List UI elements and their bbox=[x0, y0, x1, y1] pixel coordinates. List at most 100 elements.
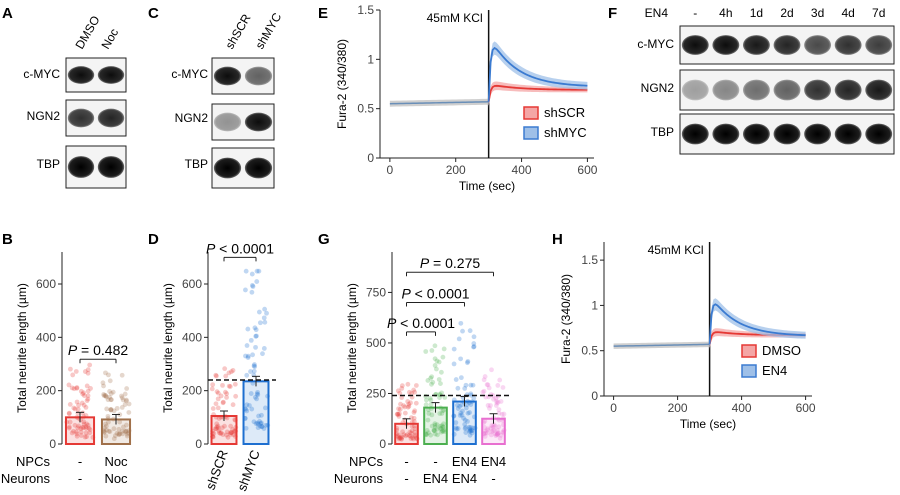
lane-label: 2d bbox=[780, 6, 793, 20]
data-point bbox=[244, 408, 250, 414]
data-point bbox=[471, 344, 476, 350]
data-point bbox=[428, 375, 434, 381]
data-point bbox=[126, 410, 132, 415]
data-point bbox=[397, 435, 403, 441]
data-point bbox=[468, 402, 474, 407]
data-point bbox=[398, 401, 403, 407]
lane-label-shmyc: shMYC bbox=[252, 10, 284, 51]
data-point bbox=[493, 395, 499, 401]
data-point bbox=[230, 368, 236, 373]
x-axis-label: Time (sec) bbox=[459, 179, 515, 193]
data-point bbox=[453, 420, 459, 426]
data-point bbox=[251, 363, 257, 369]
data-point bbox=[441, 427, 447, 433]
data-point bbox=[213, 401, 219, 407]
data-point bbox=[227, 384, 233, 389]
data-point bbox=[215, 396, 221, 402]
data-point bbox=[229, 369, 234, 375]
lane-label: 4d bbox=[841, 6, 854, 20]
data-point bbox=[76, 423, 81, 429]
data-point bbox=[216, 416, 222, 421]
data-point bbox=[494, 398, 500, 404]
data-point bbox=[227, 430, 233, 436]
data-point bbox=[425, 378, 431, 383]
lane-label: 1d bbox=[750, 6, 763, 20]
data-point bbox=[434, 358, 440, 364]
legend-label: DMSO bbox=[762, 343, 801, 358]
data-point bbox=[214, 373, 219, 379]
data-point bbox=[470, 425, 476, 431]
data-point bbox=[435, 432, 440, 438]
y-tick-label: 0 bbox=[49, 437, 56, 451]
data-point bbox=[453, 425, 459, 431]
data-point bbox=[413, 383, 419, 388]
data-point bbox=[441, 421, 446, 427]
western-blot-f bbox=[679, 25, 895, 155]
data-point bbox=[430, 379, 436, 385]
data-point bbox=[471, 395, 477, 401]
data-point bbox=[250, 352, 255, 358]
data-point bbox=[429, 423, 435, 429]
data-point bbox=[467, 426, 473, 432]
data-point bbox=[440, 428, 445, 434]
c-myc-band bbox=[67, 66, 95, 84]
data-point bbox=[252, 394, 258, 400]
y-tick-label: 1 bbox=[367, 52, 374, 66]
data-point bbox=[494, 427, 500, 433]
data-point bbox=[210, 406, 216, 411]
data-point bbox=[439, 390, 444, 396]
western-blot-c bbox=[211, 57, 275, 189]
blot-row-label: c-MYC bbox=[171, 67, 208, 81]
data-point bbox=[87, 427, 93, 432]
data-point bbox=[124, 433, 130, 439]
baseline-trace bbox=[613, 343, 710, 347]
y-tick-label: 1.5 bbox=[357, 3, 374, 17]
data-point bbox=[107, 388, 112, 394]
data-point bbox=[439, 411, 445, 416]
data-point bbox=[437, 411, 443, 416]
data-point bbox=[494, 431, 500, 437]
data-point bbox=[491, 422, 497, 428]
tbp-band bbox=[865, 123, 893, 145]
data-point bbox=[406, 403, 412, 409]
line-chart-h: 0 0.5 1 1.5 0 200 400 600 Fura-2 (340/380) Time (… bbox=[559, 242, 816, 431]
data-point bbox=[397, 411, 402, 417]
data-point bbox=[252, 362, 257, 367]
data-point bbox=[71, 405, 77, 411]
condition-row-label: Neurons bbox=[334, 471, 384, 486]
data-point bbox=[255, 389, 260, 395]
tbp-band bbox=[804, 123, 832, 145]
data-point bbox=[254, 391, 260, 397]
data-point bbox=[252, 364, 258, 370]
data-point bbox=[426, 430, 431, 436]
data-point bbox=[120, 397, 126, 403]
data-point bbox=[455, 385, 461, 391]
data-point bbox=[78, 417, 84, 423]
legend-swatch bbox=[741, 344, 757, 358]
data-point bbox=[103, 433, 109, 439]
panel-letter-a: A bbox=[2, 5, 13, 22]
data-point bbox=[454, 426, 460, 432]
data-point bbox=[398, 436, 404, 441]
data-point bbox=[458, 410, 464, 416]
panel-letter-g: G bbox=[318, 231, 330, 248]
c-myc-band bbox=[804, 35, 832, 55]
data-point bbox=[82, 369, 88, 374]
data-point bbox=[408, 430, 414, 436]
bar-chart-b: 0 200 400 600 Total neurite length (µm) P = 0… bbox=[1, 252, 132, 486]
data-point bbox=[396, 414, 402, 419]
data-point bbox=[459, 412, 465, 418]
data-point bbox=[437, 395, 442, 400]
data-point bbox=[501, 411, 507, 417]
legend-swatch bbox=[523, 126, 539, 140]
data-point bbox=[467, 410, 472, 415]
data-point bbox=[482, 434, 488, 439]
data-point bbox=[66, 382, 72, 388]
data-point bbox=[243, 425, 249, 431]
data-point bbox=[85, 388, 91, 394]
data-point bbox=[471, 344, 477, 350]
data-point bbox=[494, 432, 500, 437]
data-point bbox=[263, 422, 269, 428]
blot-row-label: c-MYC bbox=[637, 37, 674, 51]
data-point bbox=[500, 385, 506, 390]
